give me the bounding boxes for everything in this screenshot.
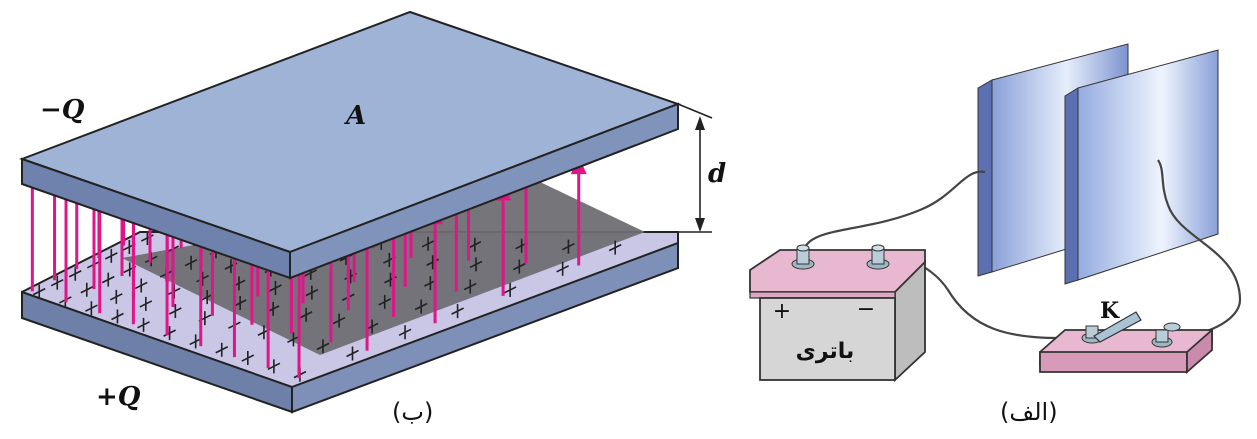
positive-charge-mark — [184, 255, 198, 270]
switch: K — [1039, 298, 1213, 374]
circuit-diagram-alef: + − باتری K (الف) — [749, 43, 1242, 426]
positive-charge-mark — [168, 303, 182, 318]
positive-charge-mark — [556, 261, 570, 276]
positive-charge-mark — [85, 301, 98, 316]
caption-b: (ب) — [392, 398, 433, 426]
separation-marker — [677, 103, 713, 233]
positive-charge-mark — [269, 280, 282, 295]
positive-charge-mark — [104, 248, 118, 263]
positive-charge-mark — [398, 325, 412, 340]
battery-label: باتری — [796, 339, 855, 364]
metal-plate-2 — [1064, 49, 1219, 285]
battery-terminal-icon — [866, 244, 890, 270]
positive-charge-mark — [305, 285, 319, 300]
positive-charge-mark — [346, 346, 359, 361]
separation-label: d — [708, 159, 726, 189]
top-plate-charge-label: −Q — [40, 95, 85, 125]
battery-terminal-icon — [791, 244, 815, 270]
positive-charge-mark — [139, 296, 153, 311]
positive-charge-mark — [50, 275, 64, 290]
positive-charge-mark — [512, 259, 526, 274]
positive-charge-mark — [503, 282, 517, 297]
positive-charge-mark — [109, 289, 123, 304]
battery-minus-label: − — [857, 297, 875, 322]
positive-charge-mark — [215, 342, 229, 357]
top-plate — [19, 10, 681, 280]
positive-charge-mark — [469, 257, 483, 272]
positive-charge-mark — [241, 351, 255, 366]
positive-charge-mark — [414, 299, 428, 314]
battery: + − باتری — [749, 244, 926, 383]
positive-charge-mark — [451, 304, 464, 319]
battery-plus-label: + — [773, 299, 791, 324]
positive-charge-mark — [562, 239, 575, 254]
positive-charge-mark — [426, 255, 440, 270]
knife-switch-icon — [1081, 311, 1181, 348]
positive-charge-mark — [468, 237, 482, 252]
positive-charge-mark — [80, 282, 94, 297]
positive-charge-mark — [608, 240, 622, 255]
positive-charge-mark — [267, 359, 281, 374]
positive-charge-mark — [233, 296, 247, 311]
positive-charge-mark — [101, 272, 115, 287]
area-label: A — [343, 101, 366, 131]
positive-charge-mark — [137, 317, 150, 332]
caption-alef: (الف) — [1000, 398, 1058, 426]
positive-charge-mark — [287, 332, 300, 347]
positive-charge-mark — [196, 271, 209, 286]
positive-charge-mark — [378, 294, 392, 309]
positive-charge-mark — [299, 307, 313, 322]
positive-charge-mark — [316, 339, 330, 354]
positive-charge-mark — [332, 313, 346, 328]
switch-label: K — [1100, 298, 1120, 324]
bottom-plate-charge-label: +Q — [96, 382, 141, 412]
positive-charge-mark — [463, 279, 477, 294]
positive-charge-mark — [421, 236, 435, 251]
capacitor-diagram-b: −Q +Q A d (ب) — [19, 10, 726, 426]
positive-charge-mark — [32, 284, 46, 299]
positive-charge-mark — [134, 278, 148, 293]
positive-charge-mark — [111, 309, 124, 324]
